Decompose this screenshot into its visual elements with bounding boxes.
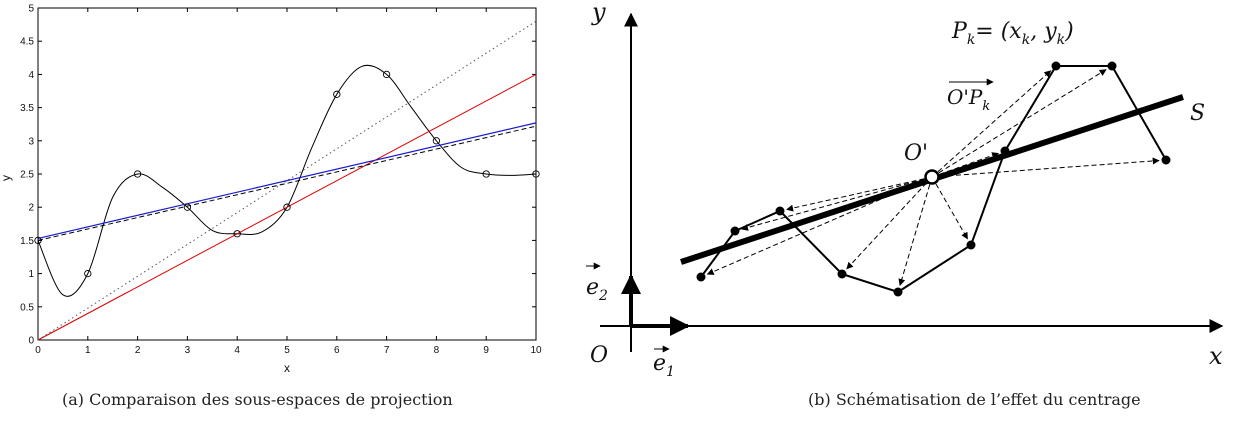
series-blue-solid [37,122,537,239]
caption-b: (b) Schématisation de l’effet du centrag… [808,390,1141,409]
y-axis-label: y [591,0,606,26]
y-tick-label: 2.5 [20,170,34,181]
data-point [283,203,291,211]
data-point [1000,146,1010,156]
x-tick-label: 2 [135,345,141,356]
centered-vector [741,176,933,231]
centered-vector [931,70,1052,178]
data-point [333,90,341,98]
tick-group: 0 1 2 3 4 5 6 7 8 9 10 0 0.5 1 1.5 2 2.5 3 3.5 4 4.5 5 [20,4,542,357]
point-group [34,70,540,278]
origin-label: O [590,343,608,368]
e2-label: e2 [586,275,608,304]
data-point [730,226,740,236]
caption-a: (a) Comparaison des sous-espaces de proj… [62,390,453,409]
x-tick-label: 4 [234,345,240,356]
series-red-solid [37,73,537,341]
x-tick-label: 1 [85,345,91,356]
centered-vector [706,176,933,275]
o-prime-center [924,169,940,185]
x-tick-label: 0 [35,345,41,356]
data-point [432,137,441,145]
centered-vector [846,176,933,270]
data-point-group [696,61,1171,297]
vector-label: O'Pk [947,85,990,114]
e1-label: e1 [653,351,675,380]
centered-vector [898,176,933,286]
y-tick-label: 2 [28,203,34,214]
x-axis-label: x [284,361,290,375]
data-point [233,230,241,238]
data-point [34,236,42,245]
points-polyline [700,65,1167,294]
data-point [1161,155,1171,165]
x-tick-label: 8 [434,345,440,356]
diagram-b: y x O e2 e1 S O' Pk= (xk, yk) O'Pk [586,0,1224,380]
y-tick-label: 0.5 [20,302,34,313]
dashed-vector-group [706,69,1160,286]
data-point [133,170,142,178]
data-point [1107,61,1117,71]
chart-a: 0 1 2 3 4 5 6 7 8 9 10 0 0.5 1 1.5 2 2.5 3 3.5 4 4.5 5 x y [0,4,542,376]
data-point [382,70,391,79]
data-point [1051,61,1061,71]
y-tick-label: 0 [28,336,34,347]
y-tick-label: 3.5 [20,103,34,114]
data-point [775,206,785,216]
x-tick-label: 7 [384,345,390,356]
pk-definition-label: Pk= (xk, yk) [951,19,1074,48]
data-point [893,287,903,297]
data-point [696,272,706,282]
x-tick-label: 5 [284,345,290,356]
x-tick-label: 6 [334,345,340,356]
x-tick-label: 10 [530,345,542,356]
y-tick-label: 4 [28,70,34,81]
y-tick-label: 3 [28,136,34,147]
y-tick-label: 1 [28,269,34,280]
x-axis-label: x [1209,342,1223,370]
y-axis-label: y [0,175,13,181]
data-point [966,240,976,250]
y-tick-label: 5 [28,4,34,15]
centered-vector [931,157,1160,178]
series-group [37,20,537,341]
plot-frame [37,7,537,341]
data-point [837,269,847,279]
s-label: S [1190,101,1205,126]
data-point [532,170,540,178]
centered-vector [786,176,933,212]
data-point [482,170,490,178]
x-tick-label: 9 [483,345,489,356]
o-prime-label: O' [904,141,928,166]
centered-vector [931,152,1000,178]
data-point [84,269,92,278]
y-tick-label: 4.5 [20,37,34,48]
centered-vector [931,69,1107,178]
data-point [183,203,192,211]
y-tick-label: 1.5 [20,236,34,247]
series-black-dashed [37,125,537,241]
x-tick-label: 3 [185,345,191,356]
centered-vector [931,176,968,240]
